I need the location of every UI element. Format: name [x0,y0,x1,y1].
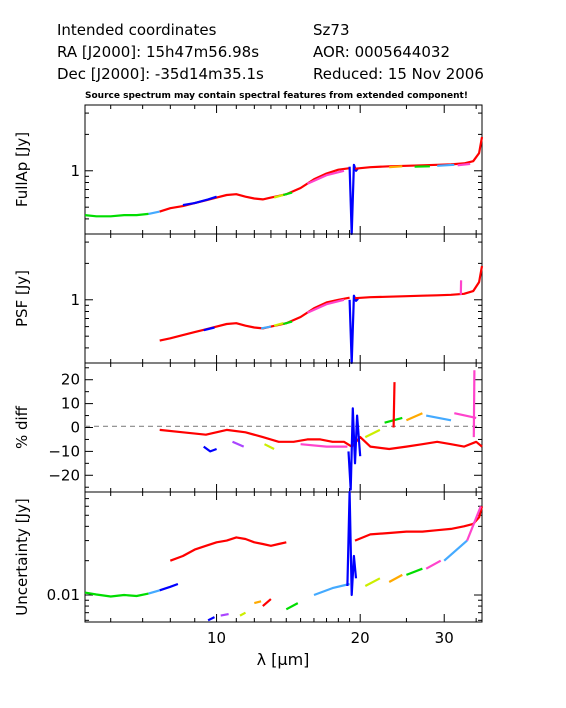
panel-frame-uncertainty [84,491,483,623]
dec-text: Dec [J2000]: -35d14m35.1s [57,65,264,83]
uncertainty-series-15 [406,567,423,576]
uncertainty-series-6 [239,611,247,617]
psf-series-6 [348,294,359,365]
pctdiff-series-0 [159,428,483,451]
pctdiff-series-10 [454,412,477,419]
fullap-series-0 [84,212,149,218]
pctdiff-series-3 [264,443,275,450]
uncertainty-series-5 [220,613,229,617]
ra-text: RA [J2000]: 15h47m56.98s [57,43,260,61]
fullap-series-4 [273,193,284,199]
psf-series-4 [283,320,293,326]
reduced-date: Reduced: 15 Nov 2006 [313,65,484,83]
fullap-series-3 [182,195,217,207]
pctdiff-series-6 [364,428,381,439]
pctdiff-series-12 [472,370,476,438]
y-axis-label-psf: PSF [Jy] [13,270,31,327]
uncertainty-series-18 [466,505,482,542]
uncertainty-series-17 [443,539,468,562]
y-axis-label-uncertainty: Uncertainty [Jy] [13,498,31,615]
uncertainty-series-9 [285,602,299,611]
y-axis-label-pctdiff: % diff [13,405,31,449]
uncertainty-series-11 [346,490,358,597]
fullap-series-6 [306,169,345,185]
y-tick-label: 0.01 [47,586,80,604]
x-tick-label: 20 [351,629,370,647]
uncertainty-series-12 [354,506,484,542]
uncertainty-series-10 [313,582,350,597]
pctdiff-series-2 [232,440,245,448]
fullap-series-1 [148,210,160,215]
uncertainty-series-8 [262,598,272,607]
x-tick-label: 30 [435,629,454,647]
uncertainty-series-14 [388,573,403,583]
uncertainty-series-13 [364,577,381,587]
uncertainty-series-0 [84,591,149,598]
x-axis-label: λ [μm] [257,650,310,669]
pctdiff-series-4 [300,443,348,448]
uncertainty-series-2 [159,582,179,592]
psf-series-0 [159,296,350,342]
uncertainty-series-1 [148,589,161,595]
pctdiff-series-5 [347,407,362,491]
coords-title: Intended coordinates [57,21,217,39]
uncertainty-series-7 [254,600,262,605]
fullap-series-7 [348,163,359,236]
y-tick-label: 0 [70,419,80,437]
x-tick-label: 10 [207,629,226,647]
fullap-series-5 [283,191,293,197]
y-tick-label: −10 [48,442,80,460]
aor-text: AOR: 0005644032 [313,43,451,61]
y-tick-label: 1 [70,162,80,180]
pctdiff-series-8 [405,412,423,422]
pctdiff-series-11 [392,382,396,428]
psf-series-5 [306,298,345,314]
uncertainty-series-3 [169,536,287,562]
panel-frame-psf [84,233,483,364]
object-name: Sz73 [313,21,350,39]
uncertainty-series-4 [207,616,215,622]
psf-series-2 [260,325,272,330]
y-tick-label: 20 [61,371,80,389]
y-axis-label-fullap: FullAp [Jy] [13,132,31,207]
uncertainty-series-16 [425,559,442,570]
psf-series-1 [203,326,215,332]
y-tick-label: 1 [70,291,80,309]
pctdiff-series-9 [425,414,452,422]
extended-component-note: Source spectrum may contain spectral fea… [85,91,468,101]
pctdiff-series-1 [203,445,217,453]
psf-series-3 [273,322,284,327]
fullap-series-11 [437,163,455,167]
panel-frame-pctdiff [84,362,483,493]
y-tick-label: 10 [61,395,80,413]
fullap-series-9 [389,165,403,169]
y-tick-label: −20 [48,466,80,484]
fullap-series-12 [457,162,471,167]
psf-series-7 [354,265,484,300]
